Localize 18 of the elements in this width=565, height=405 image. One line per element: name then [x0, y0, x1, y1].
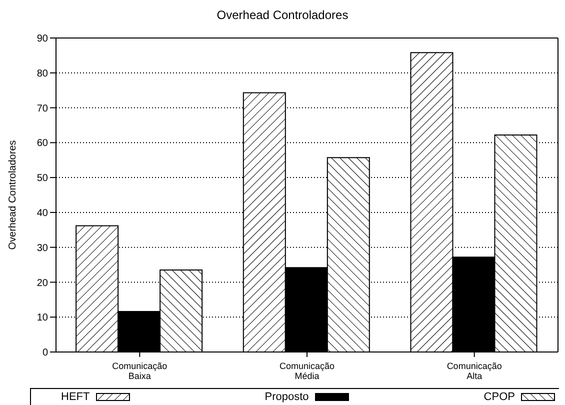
x-tick-label: Comunicação Média [279, 361, 335, 381]
y-tick-label: 90 [36, 34, 48, 45]
y-tick-label: 10 [36, 312, 48, 324]
y-axis-title: Overhead Controladores [8, 140, 19, 250]
y-tick-label: 60 [36, 138, 48, 150]
y-tick-label: 50 [36, 173, 48, 184]
legend-label: HEFT [61, 391, 90, 403]
x-tick-label: Comunicação Alta [446, 361, 502, 381]
y-tick-label: 70 [36, 103, 48, 114]
y-tick-label: 80 [36, 68, 48, 80]
y-tick-label: 40 [36, 208, 48, 219]
y-tick-label: 20 [36, 278, 48, 289]
y-tick-label: 0 [42, 348, 48, 359]
y-tick-label: 30 [36, 242, 48, 254]
legend-label: Proposto [264, 391, 309, 403]
legend-label: CPOP [484, 391, 515, 403]
chart-title: Overhead Controladores [216, 8, 350, 22]
x-tick-label: Comunicação Baixa [112, 361, 168, 381]
